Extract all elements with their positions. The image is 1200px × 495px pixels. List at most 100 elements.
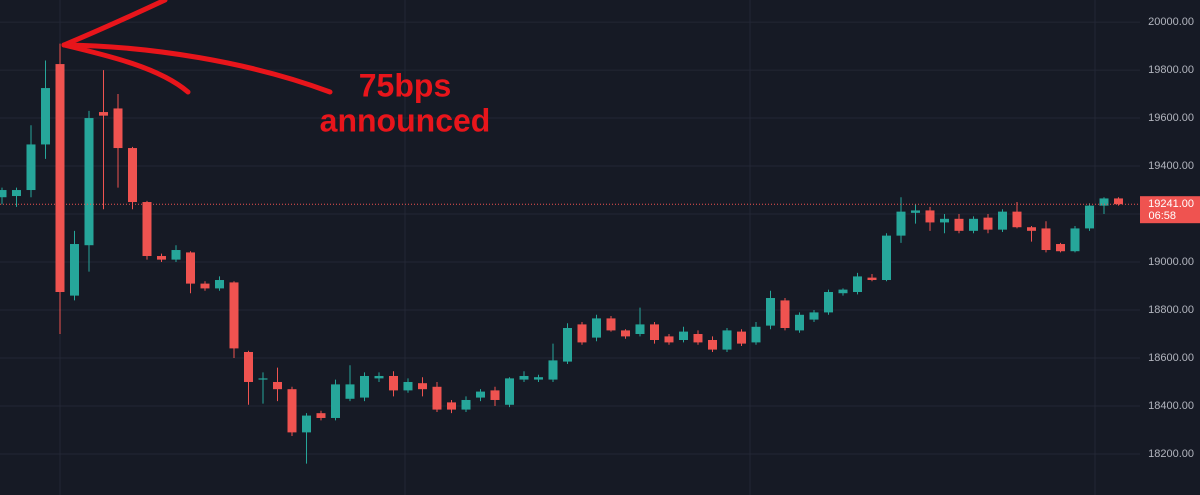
y-tick-label: 18200.00 — [1148, 448, 1194, 460]
y-tick-label: 20000.00 — [1148, 16, 1194, 28]
candle-body — [664, 336, 674, 343]
candle-body — [548, 360, 558, 380]
last-price-box — [1140, 196, 1200, 224]
candle-body — [1099, 198, 1109, 206]
candle-body — [1027, 227, 1036, 231]
candle-body — [55, 64, 65, 293]
candle-body — [838, 289, 848, 294]
arrow-shaft — [61, 42, 333, 95]
candle-body — [505, 378, 514, 405]
candle-body — [1070, 228, 1080, 252]
candle-body — [534, 377, 543, 380]
candle-body — [389, 375, 398, 391]
candle-body — [867, 277, 877, 281]
candle-body — [650, 324, 659, 340]
candle-body — [432, 386, 442, 410]
candle-body — [592, 318, 601, 338]
y-tick-label: 19400.00 — [1148, 160, 1194, 172]
candle-body — [911, 210, 920, 213]
candle-body — [824, 292, 833, 313]
candle-body — [302, 415, 311, 433]
candle-body — [142, 202, 152, 257]
candle-body — [606, 318, 616, 331]
candle-body — [374, 375, 384, 379]
candle-body — [316, 413, 326, 418]
candle-body — [157, 256, 166, 260]
candle-body — [882, 235, 891, 281]
candle-body — [476, 391, 485, 398]
candle-body — [563, 328, 572, 362]
annotation: 75bps — [359, 67, 451, 103]
candle-body — [403, 381, 413, 391]
candle-body — [461, 399, 471, 410]
candle-body — [969, 218, 978, 231]
arrow-head — [61, 42, 191, 95]
candle-body — [490, 390, 500, 400]
countdown: 06:58 — [1148, 210, 1176, 222]
candle-body — [244, 351, 253, 382]
candle-body — [128, 148, 137, 203]
candle-body — [940, 218, 949, 223]
annotation: announced — [320, 102, 491, 138]
price-axis: 18200.00 18400.00 18600.00 18800.00 19000.00… — [1140, 16, 1200, 460]
candle-body — [287, 389, 297, 433]
y-tick-label: 19000.00 — [1148, 256, 1194, 268]
candle-body — [809, 312, 819, 320]
candle-body — [998, 211, 1007, 230]
candle-body — [766, 298, 775, 326]
candle-body — [171, 250, 181, 260]
candle-body — [1056, 244, 1065, 252]
plot — [0, 21, 1140, 464]
candle-body — [635, 324, 645, 334]
candle-body — [679, 331, 688, 340]
candle-body — [621, 330, 630, 337]
candle-body — [780, 300, 790, 329]
candle-body — [273, 381, 282, 390]
candle-body — [113, 108, 123, 149]
last-price-label: 19241.00 — [1148, 198, 1194, 210]
candle-body — [200, 283, 210, 289]
candle-body — [360, 375, 369, 398]
candle-body — [99, 112, 108, 116]
y-tick-label: 19800.00 — [1148, 64, 1194, 76]
candle-body — [795, 314, 804, 331]
y-tick-label: 18800.00 — [1148, 304, 1194, 316]
candle-body — [925, 210, 935, 223]
arrow-head — [61, 0, 168, 48]
candle-body — [215, 280, 224, 289]
candle-body — [751, 326, 761, 343]
arrow — [61, 0, 333, 95]
candle-body — [331, 384, 340, 418]
candle-body — [26, 144, 36, 191]
y-tick-label: 18600.00 — [1148, 352, 1194, 364]
candle-body — [708, 339, 717, 350]
candle-body — [737, 331, 746, 344]
candle-body — [186, 252, 195, 284]
candle-body — [983, 217, 993, 230]
candle-body — [853, 276, 862, 293]
y-tick-label: 18400.00 — [1148, 400, 1194, 412]
candle-body — [1085, 205, 1094, 229]
candle-body — [12, 190, 21, 197]
candle-body — [229, 282, 239, 349]
candle-body — [84, 118, 94, 246]
candle-body — [1114, 198, 1123, 205]
candle-body — [1012, 211, 1022, 228]
candle-body — [896, 211, 906, 236]
candle-body — [577, 324, 587, 343]
candle-body — [693, 333, 703, 343]
candle-body — [519, 375, 529, 380]
candle-body — [0, 190, 7, 198]
candle-body — [954, 218, 964, 231]
candle-body — [447, 402, 456, 410]
candle-body — [345, 384, 355, 399]
y-tick-label: 19600.00 — [1148, 112, 1194, 124]
candle-body — [258, 378, 268, 380]
candle-body — [1041, 228, 1051, 251]
candle-body — [722, 330, 732, 350]
candle-body — [418, 383, 427, 390]
candle-body — [41, 88, 50, 145]
candle-body — [70, 244, 79, 296]
